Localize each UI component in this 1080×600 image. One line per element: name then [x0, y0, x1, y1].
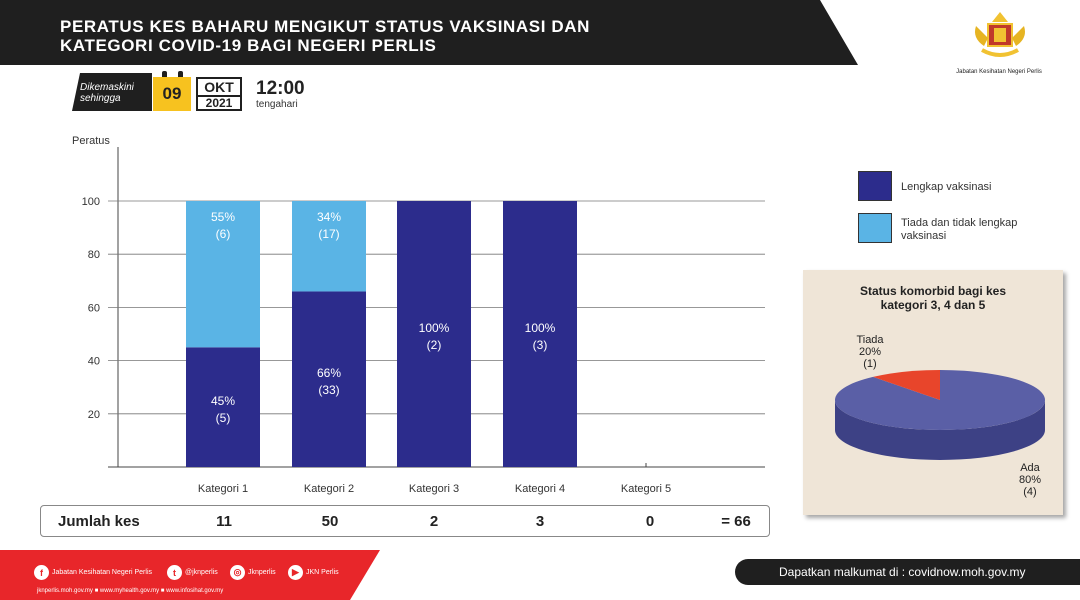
data-label-count: (6) [216, 227, 231, 241]
pie-slice-ada [835, 370, 1046, 431]
footer-info-bar [735, 559, 1080, 585]
y-axis-label: Peratus [72, 135, 110, 147]
y-tick-label: 60 [88, 302, 100, 314]
data-label-percent: 66% [317, 366, 341, 380]
social-youtube[interactable]: ▶ JKN Perlis [288, 565, 339, 580]
x-tick-label: Kategori 1 [198, 483, 248, 495]
pie-label-tiada-name: Tiada [856, 334, 884, 346]
x-tick-label: Kategori 2 [304, 483, 354, 495]
data-label-percent: 45% [211, 394, 235, 408]
footer-info-link[interactable]: Dapatkan malkumat di : covidnow.moh.gov.… [779, 565, 1026, 579]
total-cases-sum: = 66 [721, 513, 751, 530]
social-facebook-label: Jabatan Kesihatan Negeri Perlis [52, 569, 153, 576]
x-tick-label: Kategori 5 [621, 483, 671, 495]
pie-label-tiada-percent: 20% [858, 346, 882, 358]
legend-label-incomplete: Tiada dan tidak lengkap vaksinasi [901, 217, 1080, 243]
pie-label-ada-name: Ada [1020, 462, 1040, 474]
calendar-ring-icon [178, 71, 183, 81]
data-label-count: (17) [318, 227, 339, 241]
legend-swatch-incomplete [858, 213, 892, 243]
update-label-line-2: sehingga [80, 93, 121, 104]
social-twitter[interactable]: t @jknperlis [167, 565, 218, 580]
data-label-percent: 34% [317, 210, 341, 224]
pie-slice-tiada [873, 370, 940, 400]
total-cases-bar [40, 505, 770, 537]
social-youtube-label: JKN Perlis [306, 569, 339, 576]
total-cases-kategori-2: 50 [321, 513, 339, 530]
title-line-2: KATEGORI COVID-19 BAGI NEGERI PERLIS [60, 36, 437, 55]
instagram-icon: ◎ [230, 565, 245, 580]
footer-social-bar [0, 550, 380, 600]
legend-label-incomplete-line-2: vaksinasi [901, 230, 947, 242]
calendar-month: OKT [198, 79, 240, 97]
pie-label-tiada-count: (1) [863, 358, 877, 370]
calendar-month-year: OKT 2021 [196, 77, 242, 111]
pie-title: Status komorbid bagi kes kategori 3, 4 d… [803, 284, 1063, 312]
calendar-day: 09 [153, 77, 191, 111]
data-label-percent: 55% [211, 210, 235, 224]
bar-complete [503, 201, 577, 467]
x-tick-label: Kategori 3 [409, 483, 459, 495]
pie-label-ada-percent: 80% [1018, 474, 1042, 486]
bar-complete [186, 347, 260, 467]
legend-label-incomplete-line-1: Tiada dan tidak lengkap [901, 217, 1018, 229]
x-tick-label: Kategori 4 [515, 483, 565, 495]
pie-label-ada: Ada 80% (4) [1000, 462, 1060, 498]
total-cases-kategori-3: 2 [429, 513, 439, 530]
update-label: Dikemaskini sehingga [80, 82, 134, 104]
y-tick-label: 20 [88, 409, 100, 421]
social-facebook[interactable]: f Jabatan Kesihatan Negeri Perlis [34, 565, 152, 580]
page-title: PERATUS KES BAHARU MENGIKUT STATUS VAKSI… [60, 17, 590, 55]
social-instagram-label: Jknperlis [248, 569, 276, 576]
bar-incomplete [292, 201, 366, 292]
pie-label-ada-count: (4) [1023, 486, 1037, 498]
update-label-line-1: Dikemaskini [80, 82, 134, 93]
facebook-icon: f [34, 565, 49, 580]
youtube-icon: ▶ [288, 565, 303, 580]
data-label-count: (5) [216, 411, 231, 425]
title-line-1: PERATUS KES BAHARU MENGIKUT STATUS VAKSI… [60, 17, 591, 36]
y-tick-label: 100 [82, 196, 100, 208]
pie-title-line-2: kategori 3, 4 dan 5 [880, 298, 986, 312]
update-time-label: tengahari [256, 99, 298, 110]
social-instagram[interactable]: ◎ Jknperlis [230, 565, 276, 580]
department-name: Jabatan Kesihatan Negeri Perlis [956, 69, 1042, 75]
malaysia-crest-icon [975, 12, 1025, 57]
title-banner [0, 0, 858, 65]
y-tick-label: 40 [88, 356, 100, 368]
total-cases-kategori-1: 11 [216, 513, 232, 530]
y-tick-label: 80 [88, 249, 100, 261]
data-label-count: (2) [427, 338, 442, 352]
social-twitter-label: @jknperlis [185, 569, 218, 576]
total-cases-label: Jumlah kes [58, 513, 140, 530]
bar-complete [397, 201, 471, 467]
data-label-count: (33) [318, 383, 339, 397]
update-time: 12:00 [256, 78, 305, 99]
calendar-ring-icon [162, 71, 167, 81]
data-label-count: (3) [533, 338, 548, 352]
bar-incomplete [186, 201, 260, 348]
bar-complete [292, 291, 366, 467]
legend-swatch-complete [858, 171, 892, 201]
legend-label-complete: Lengkap vaksinasi [901, 181, 992, 193]
twitter-icon: t [167, 565, 182, 580]
data-label-percent: 100% [525, 321, 556, 335]
pie-title-line-1: Status komorbid bagi kes [859, 284, 1007, 298]
pie-label-tiada: Tiada 20% (1) [840, 334, 900, 370]
total-cases-kategori-5: 0 [645, 513, 655, 530]
total-cases-kategori-4: 3 [535, 513, 545, 530]
update-label-box [72, 73, 152, 111]
calendar-year: 2021 [205, 96, 233, 110]
footer-links[interactable]: jknperlis.moh.gov.my ■ www.myhealth.gov.… [37, 588, 224, 594]
data-label-percent: 100% [419, 321, 450, 335]
